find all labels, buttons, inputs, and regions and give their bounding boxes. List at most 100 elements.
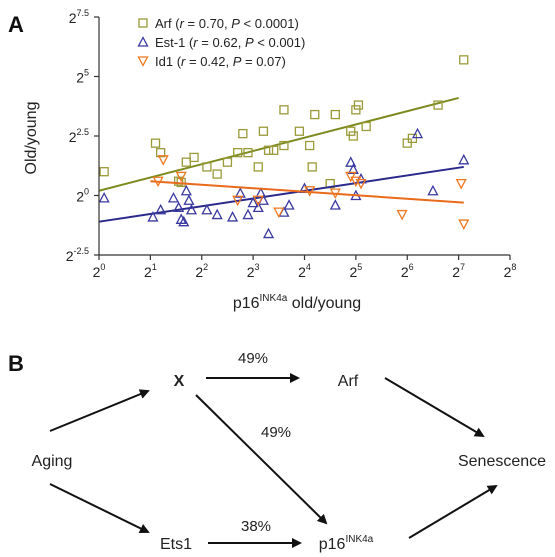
data-point	[243, 148, 253, 158]
data-point	[150, 138, 161, 148]
x-tick-label: 24	[298, 262, 311, 280]
data-point	[407, 133, 418, 144]
data-point	[202, 162, 212, 172]
data-point	[233, 148, 243, 158]
trend-line-arf	[98, 96, 459, 192]
y-tick-label: 22.5	[69, 127, 89, 145]
data-point	[351, 105, 361, 115]
data-point	[459, 55, 469, 65]
x-tick-label: 28	[504, 262, 517, 280]
data-point	[232, 195, 244, 207]
data-point	[181, 157, 191, 167]
legend-entry-est-1: Est-1 (r = 0.62, P < 0.001)	[155, 35, 305, 50]
data-point	[455, 178, 467, 190]
trend-line-id1	[150, 180, 464, 204]
data-point	[304, 140, 315, 151]
arrow-aging-to-ets1	[49, 483, 150, 533]
data-point	[252, 195, 264, 207]
data-point	[255, 187, 267, 198]
data-point	[152, 176, 164, 188]
y-tick-label: 20	[76, 187, 89, 205]
data-point	[348, 131, 358, 141]
data-point	[294, 126, 305, 136]
data-point	[253, 162, 263, 172]
x-tick-label: 27	[452, 262, 465, 280]
data-point	[329, 199, 341, 210]
x-tick-label: 23	[247, 262, 260, 280]
data-point	[201, 203, 213, 215]
data-point	[155, 148, 166, 158]
panel-b-label: B	[8, 351, 24, 376]
data-point	[185, 203, 198, 215]
node-p16: p16INK4a	[319, 534, 374, 553]
x-axis-label: p16INK4a old/young	[233, 293, 361, 312]
data-point	[258, 126, 269, 136]
data-point	[269, 145, 279, 155]
x-tick-label: 26	[401, 262, 414, 280]
data-point	[175, 171, 187, 183]
y-tick-label: 2-2.5	[66, 246, 89, 264]
y-tick-label: 25	[76, 68, 89, 86]
data-point	[402, 138, 412, 148]
data-point	[361, 121, 371, 132]
data-point	[189, 152, 199, 163]
y-axis-label: Old/young	[23, 102, 40, 175]
data-point	[345, 156, 357, 167]
chart-legend: Arf (r = 0.70, P < 0.0001) Est-1 (r = 0.6…	[137, 16, 305, 69]
data-point	[355, 172, 367, 184]
data-point	[427, 184, 439, 196]
data-point	[99, 167, 109, 177]
data-point	[247, 196, 259, 208]
data-point	[173, 201, 185, 213]
data-point	[283, 199, 295, 210]
legend-entry-id1: Id1 (r = 0.42, P = 0.07)	[155, 54, 286, 69]
data-point	[458, 153, 470, 165]
x-tick-label: 22	[195, 262, 208, 280]
data-point	[226, 211, 239, 222]
node-senescence: Senescence	[458, 453, 546, 470]
trend-line-est-1	[98, 165, 464, 223]
data-point	[242, 208, 254, 220]
edge-label-x-p16: 49%	[261, 424, 291, 441]
edge-label-ets1-p16: 38%	[241, 518, 271, 535]
y-tick-label: 27.5	[69, 8, 89, 26]
data-point	[252, 201, 264, 213]
x-axis-ticks: 20 21 22 23 24 25 26 27 28	[93, 255, 517, 280]
data-point	[353, 100, 364, 110]
data-point	[458, 219, 470, 230]
plot-series	[98, 55, 470, 239]
data-point	[167, 191, 180, 203]
data-point	[347, 163, 359, 174]
y-axis-ticks: 2-2.5 20 22.5 25 27.5	[66, 8, 99, 264]
x-tick-label: 20	[93, 262, 106, 280]
data-point	[234, 187, 246, 198]
data-point	[304, 186, 316, 197]
data-point	[355, 178, 367, 190]
data-point	[273, 207, 285, 219]
data-point	[279, 140, 289, 151]
data-point	[178, 215, 190, 227]
node-aging: Aging	[32, 453, 73, 470]
data-point	[155, 203, 167, 215]
data-point	[263, 145, 274, 155]
arrow-x-to-p16	[195, 394, 328, 525]
x-tick-label: 25	[349, 262, 362, 280]
data-point	[396, 209, 408, 221]
data-point	[411, 127, 424, 139]
data-point	[262, 227, 275, 239]
data-point	[212, 169, 222, 179]
legend-entry-arf: Arf (r = 0.70, P < 0.0001)	[155, 16, 299, 31]
data-point	[310, 109, 320, 120]
pathway-diagram: Aging X Arf Ets1 p16INK4a Senescence 49%…	[32, 350, 547, 553]
series-id1	[150, 155, 470, 230]
data-point	[180, 184, 192, 196]
arrow-p16-to-senescence	[408, 484, 498, 539]
data-point	[211, 208, 223, 220]
legend-marker-arf	[138, 18, 148, 28]
x-tick-label: 21	[144, 262, 157, 280]
data-point	[147, 211, 159, 222]
arrow-arf-to-senescence	[384, 377, 485, 438]
